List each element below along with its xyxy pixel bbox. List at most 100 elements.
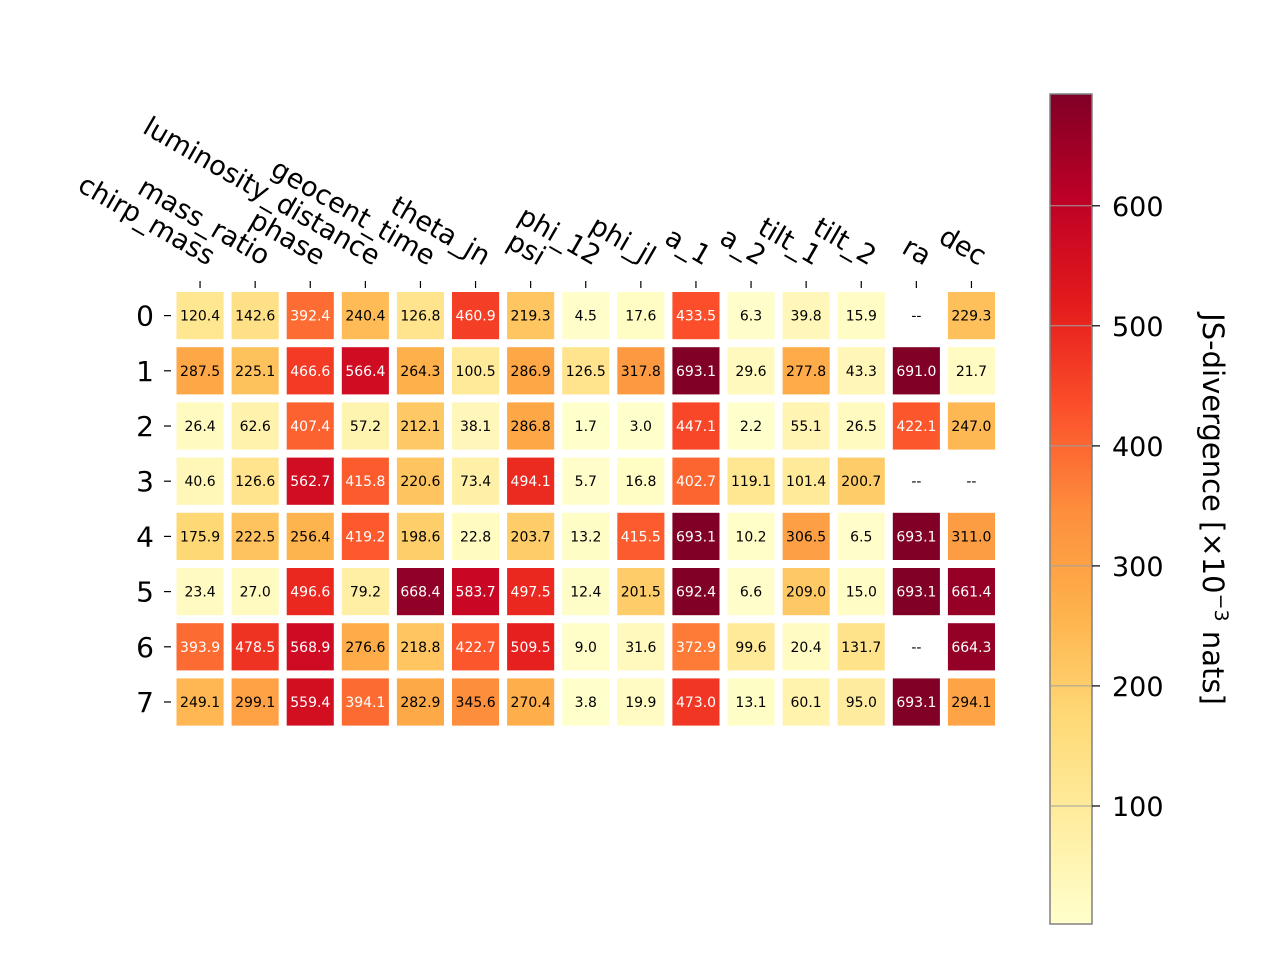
cell-value-label: 175.9 bbox=[180, 529, 220, 545]
cell-value-label: 392.4 bbox=[290, 309, 330, 325]
cell-value-label: 219.3 bbox=[511, 309, 551, 325]
cell-value-label: 26.5 bbox=[846, 419, 877, 435]
cell-value-label: 13.2 bbox=[570, 529, 601, 545]
cell-value-label: 6.3 bbox=[740, 309, 762, 325]
heatmap-cell bbox=[176, 347, 224, 395]
cell-value-label: 38.1 bbox=[460, 419, 491, 435]
cell-value-label: 294.1 bbox=[951, 695, 991, 711]
heatmap-cell bbox=[947, 678, 995, 726]
heatmap-cell bbox=[617, 623, 665, 671]
heatmap-cell bbox=[341, 457, 389, 505]
colorbar-tick-label: 100 bbox=[1112, 792, 1164, 823]
cell-value-label: 225.1 bbox=[235, 364, 275, 380]
cell-value-label: 668.4 bbox=[400, 585, 440, 601]
heatmap-cell bbox=[396, 292, 444, 340]
heatmap-cell bbox=[617, 512, 665, 560]
cell-value-label: 209.0 bbox=[786, 585, 826, 601]
cell-value-label: 422.1 bbox=[896, 419, 936, 435]
heatmap-cell bbox=[782, 292, 830, 340]
cell-value-label: 26.4 bbox=[185, 419, 216, 435]
heatmap-cell bbox=[727, 678, 775, 726]
cell-value-label: 1.7 bbox=[575, 419, 597, 435]
cell-value-label: 345.6 bbox=[456, 695, 496, 711]
colorbar: 100 200 300 400 500 600 JS-divergence [×10−3 … bbox=[1049, 93, 1232, 925]
cell-value-label: 256.4 bbox=[290, 529, 330, 545]
cell-value-label: 5.7 bbox=[575, 474, 597, 490]
heatmap-cell bbox=[617, 678, 665, 726]
heatmap-cell bbox=[286, 402, 334, 450]
cell-value-label: 119.1 bbox=[731, 474, 771, 490]
heatmap-cell bbox=[617, 292, 665, 340]
cell-value-label: 60.1 bbox=[791, 695, 822, 711]
heatmap-cell bbox=[562, 402, 610, 450]
heatmap-cell bbox=[507, 347, 555, 395]
heatmap-cell bbox=[617, 402, 665, 450]
colorbar-tick-label: 400 bbox=[1112, 432, 1164, 463]
heatmap-cell bbox=[837, 347, 885, 395]
cell-value-label: 29.6 bbox=[735, 364, 766, 380]
cell-value-label: 276.6 bbox=[345, 640, 385, 656]
cell-value-label: 306.5 bbox=[786, 529, 826, 545]
heatmap-cell bbox=[837, 678, 885, 726]
cell-value-label: 277.8 bbox=[786, 364, 826, 380]
heatmap-cell bbox=[341, 678, 389, 726]
heatmap-cell bbox=[176, 623, 224, 671]
cell-value-label: 282.9 bbox=[400, 695, 440, 711]
column-label: phi_jl bbox=[584, 210, 660, 272]
cell-value-label: 509.5 bbox=[511, 640, 551, 656]
cell-value-label: 496.6 bbox=[290, 585, 330, 601]
cell-value-label: 568.9 bbox=[290, 640, 330, 656]
cell-value-label: -- bbox=[966, 474, 976, 490]
cell-value-label: 17.6 bbox=[625, 309, 656, 325]
heatmap-cell bbox=[782, 512, 830, 560]
cell-value-label: 372.9 bbox=[676, 640, 716, 656]
heatmap-cell bbox=[617, 457, 665, 505]
cell-value-label: 13.1 bbox=[735, 695, 766, 711]
heatmap-cell bbox=[562, 512, 610, 560]
row-label: 4 bbox=[136, 520, 154, 553]
heatmap-cell bbox=[507, 678, 555, 726]
heatmap-cell bbox=[947, 402, 995, 450]
heatmap-cell bbox=[672, 512, 720, 560]
cell-value-label: 222.5 bbox=[235, 529, 275, 545]
row-labels: 0 1 2 3 4 5 6 7 bbox=[136, 300, 171, 719]
heatmap-cell bbox=[396, 402, 444, 450]
cell-value-label: 218.8 bbox=[400, 640, 440, 656]
cell-value-label: -- bbox=[911, 640, 921, 656]
heatmap-cell bbox=[837, 402, 885, 450]
heatmap-cell bbox=[727, 347, 775, 395]
column-labels: chirp_massmass_ratiophaseluminosity_dist… bbox=[73, 111, 991, 288]
heatmap-cell bbox=[286, 292, 334, 340]
cell-value-label: 9.0 bbox=[575, 640, 597, 656]
heatmap-cell bbox=[286, 347, 334, 395]
cell-value-label: 422.7 bbox=[456, 640, 496, 656]
colorbar-tick-label: 200 bbox=[1112, 672, 1164, 703]
cell-value-label: 62.6 bbox=[240, 419, 271, 435]
heatmap-cell bbox=[782, 568, 830, 616]
heatmap-cell bbox=[452, 512, 500, 560]
cell-value-label: 23.4 bbox=[185, 585, 216, 601]
heatmap-cell bbox=[837, 292, 885, 340]
cell-value-label: 407.4 bbox=[290, 419, 330, 435]
heatmap-cell bbox=[672, 568, 720, 616]
cell-value-label: 95.0 bbox=[846, 695, 877, 711]
cell-value-label: 12.4 bbox=[570, 585, 601, 601]
cell-value-label: 394.1 bbox=[345, 695, 385, 711]
colorbar-tick-label: 300 bbox=[1112, 552, 1164, 583]
cell-value-label: 73.4 bbox=[460, 474, 491, 490]
heatmap-cell bbox=[672, 402, 720, 450]
cell-value-label: 131.7 bbox=[841, 640, 881, 656]
heatmap-cell bbox=[947, 623, 995, 671]
cell-value-label: 101.4 bbox=[786, 474, 826, 490]
cell-value-label: 693.1 bbox=[676, 364, 716, 380]
heatmap-cell bbox=[672, 292, 720, 340]
cell-value-label: 693.1 bbox=[896, 585, 936, 601]
cell-value-label: 126.6 bbox=[235, 474, 275, 490]
heatmap-cell bbox=[672, 347, 720, 395]
cell-value-label: 6.5 bbox=[850, 529, 872, 545]
heatmap-cell bbox=[892, 347, 940, 395]
heatmap-cell bbox=[231, 292, 279, 340]
cell-value-label: 419.2 bbox=[345, 529, 385, 545]
cell-value-label: 16.8 bbox=[625, 474, 656, 490]
cell-value-label: 240.4 bbox=[345, 309, 385, 325]
